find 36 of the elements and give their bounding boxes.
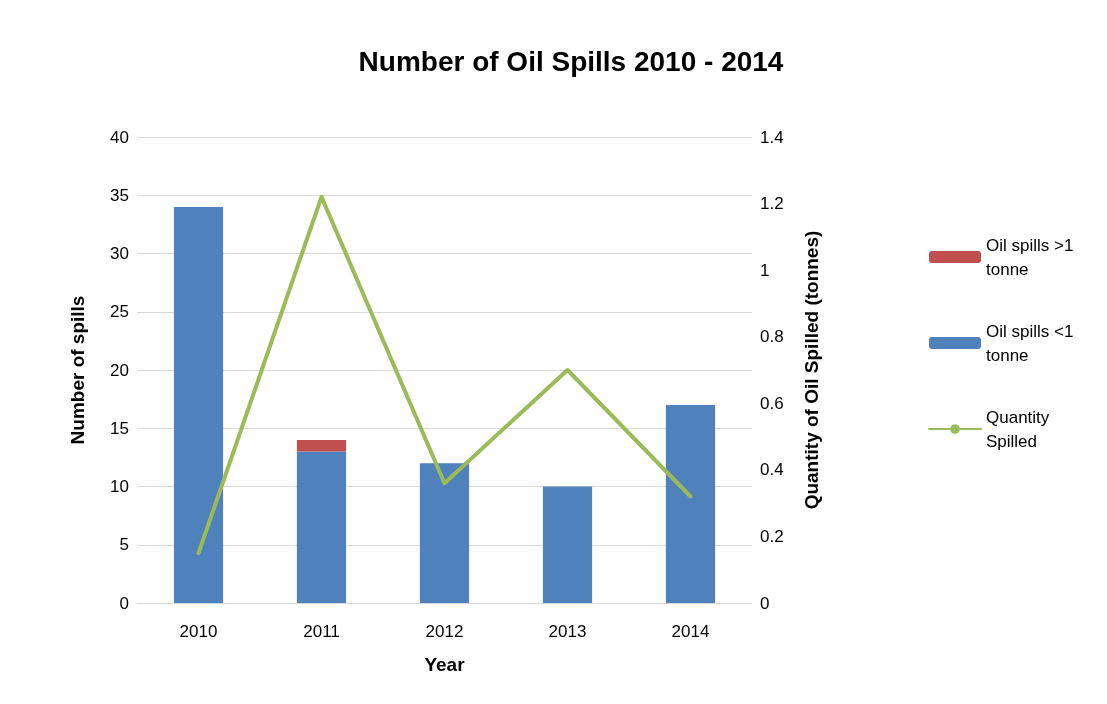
y-tick-label: 15 (110, 418, 129, 438)
bar (296, 451, 347, 603)
x-tick-label: 2011 (303, 622, 340, 641)
x-tick-label: 2010 (179, 622, 218, 641)
y-tick-label: 20 (110, 360, 129, 380)
x-axis-title: Year (424, 654, 466, 675)
y2-tick-label: 0.6 (760, 393, 784, 413)
y-tick-label: 30 (110, 244, 129, 263)
line-series (196, 194, 693, 556)
y-tick-label: 5 (119, 535, 129, 555)
y-tick-label: 0 (119, 593, 129, 613)
bar (542, 486, 593, 603)
chart-title: Number of Oil Spills 2010 - 2014 (358, 45, 784, 77)
y2-tick-label: 0 (760, 593, 770, 613)
bar (665, 404, 716, 603)
y2-axis-title: Quantity of Oil Spilled (tonnes) (801, 230, 822, 510)
y2-tick-label: 1.2 (760, 194, 784, 214)
y2-tick-label: 1 (760, 260, 770, 280)
legend-label: Quantity Spilled (986, 407, 1055, 451)
y-axis-title: Number of spills (67, 295, 88, 445)
x-tick-label: 2012 (425, 622, 464, 641)
y2-tick-label: 1.4 (760, 127, 784, 147)
y-tick-label: 25 (110, 302, 129, 322)
bar (419, 463, 470, 603)
legend-label: Oil spills <1 tonne (986, 321, 1079, 365)
y2-tick-label: 0.2 (760, 526, 784, 546)
y-tick-label: 10 (110, 477, 129, 496)
bar (173, 206, 224, 603)
legend-label: Oil spills >1 tonne (986, 235, 1079, 279)
y-tick-label: 40 (110, 127, 129, 147)
bar (296, 439, 347, 452)
x-tick-label: 2014 (671, 622, 710, 641)
x-tick-label: 2013 (548, 622, 587, 641)
y2-tick-label: 0.4 (760, 460, 784, 480)
y2-tick-label: 0.8 (760, 327, 784, 347)
y-tick-label: 35 (110, 185, 129, 205)
